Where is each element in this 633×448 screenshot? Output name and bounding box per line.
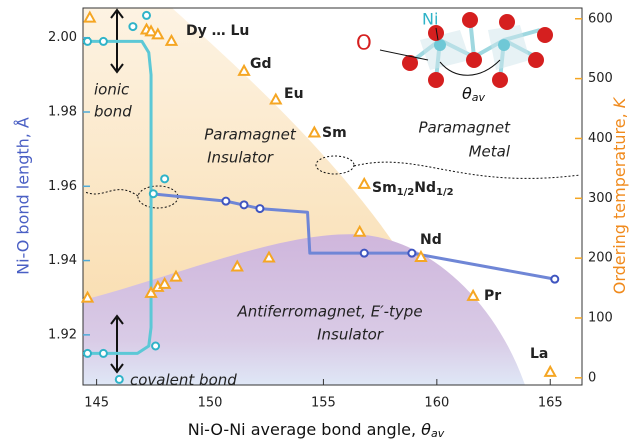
compound-label: Gd — [250, 56, 272, 72]
y-tick-label: 1.92 — [48, 327, 77, 342]
circle-marker — [239, 200, 249, 210]
x-tick-label: 150 — [198, 396, 223, 411]
circle-marker — [142, 10, 152, 20]
compound-label: Sm — [322, 125, 347, 141]
structure-label: O — [356, 31, 372, 55]
label-part: 1/2 — [436, 187, 454, 198]
circle-marker — [151, 341, 161, 351]
triangle-marker — [466, 288, 480, 301]
triangle-marker — [353, 224, 367, 237]
y-tick-label: 2.00 — [48, 30, 77, 45]
triangle-marker — [357, 176, 371, 189]
circle-marker — [128, 22, 138, 32]
series-line — [83, 39, 153, 355]
x-axis-label: Ni-O-Ni average bond angle, θav — [188, 420, 445, 441]
x-tick-label: 165 — [538, 396, 563, 411]
y2-axis-label: Ordering temperature, K — [610, 96, 629, 294]
triangle-marker — [80, 290, 95, 303]
antiferromagnet-region — [83, 234, 525, 385]
annotation: covalent bond — [130, 371, 237, 389]
label-part: Ni-O-Ni average bond angle, — [188, 420, 421, 439]
label-part: Sm — [372, 180, 397, 196]
y2-tick-label: 300 — [588, 191, 613, 206]
compound-label: Sm1/2Nd1/2 — [372, 180, 454, 198]
structure-label: Ni — [422, 10, 438, 29]
y2-tick-label: 100 — [588, 310, 613, 325]
compound-label: Nd — [420, 232, 442, 248]
y-tick-label: 1.98 — [48, 105, 77, 120]
x-tick-label: 145 — [84, 396, 109, 411]
y2-tick-label: 500 — [588, 71, 613, 86]
annotation: Paramagnet — [204, 126, 297, 144]
label-part: av — [431, 427, 445, 440]
triangle-marker — [543, 364, 557, 377]
triangle-marker — [83, 10, 97, 23]
label-part: θ — [421, 420, 431, 439]
crystal-structure — [379, 12, 553, 88]
circle-marker — [114, 374, 124, 384]
circle-marker — [98, 36, 108, 46]
y2-tick-label: 200 — [588, 251, 613, 266]
triangle-marker — [144, 285, 158, 298]
annotation: Antiferromagnet, E′-type — [236, 303, 422, 321]
x-tick-label: 160 — [424, 396, 449, 411]
triangle-marker — [164, 33, 179, 46]
triangle-marker — [262, 250, 276, 263]
circle-marker — [221, 196, 231, 206]
triangle-marker — [269, 92, 283, 105]
annotation: ionic — [94, 81, 130, 99]
circle-marker — [255, 204, 265, 214]
circle-marker — [550, 274, 560, 284]
annotation: Paramagnet — [418, 119, 511, 137]
circle-marker — [407, 248, 417, 258]
structure-label: θav — [462, 84, 486, 105]
triangle-marker — [157, 276, 172, 289]
label-part: Nd — [414, 180, 436, 196]
compound-label: La — [530, 346, 548, 362]
circle-marker — [359, 248, 369, 258]
annotation: Insulator — [317, 326, 384, 344]
label-part: K — [610, 96, 629, 108]
annotation: Insulator — [207, 149, 274, 167]
circle-marker — [83, 348, 93, 358]
label-part: av — [472, 91, 486, 104]
compound-label: Eu — [284, 86, 304, 102]
triangle-marker — [237, 63, 251, 76]
y-tick-label: 1.94 — [48, 253, 77, 268]
annotation: Metal — [469, 143, 511, 161]
triangle-marker — [151, 27, 165, 40]
triangle-marker — [414, 249, 428, 262]
compound-label: Dy … Lu — [186, 23, 249, 39]
triangle-marker — [230, 259, 244, 272]
label-part: Ordering temperature, — [610, 108, 629, 294]
circle-marker — [148, 189, 158, 199]
annotation: bond — [94, 103, 132, 121]
circle-marker — [160, 174, 170, 184]
y2-tick-label: 400 — [588, 131, 613, 146]
label-part: 1/2 — [397, 187, 415, 198]
y2-tick-label: 600 — [588, 11, 613, 26]
y-tick-label: 1.96 — [48, 179, 77, 194]
triangle-marker — [144, 24, 158, 37]
circle-marker — [98, 348, 108, 358]
label-part: θ — [462, 84, 472, 103]
compound-label: Pr — [484, 288, 501, 304]
triangle-marker — [307, 125, 322, 138]
y2-tick-label: 0 — [588, 370, 596, 385]
plot-frame — [82, 7, 583, 386]
x-tick-label: 155 — [311, 396, 336, 411]
triangle-marker — [169, 269, 183, 282]
circle-marker — [83, 36, 93, 46]
y-axis-label: Ni-O bond length, Å — [14, 117, 33, 275]
